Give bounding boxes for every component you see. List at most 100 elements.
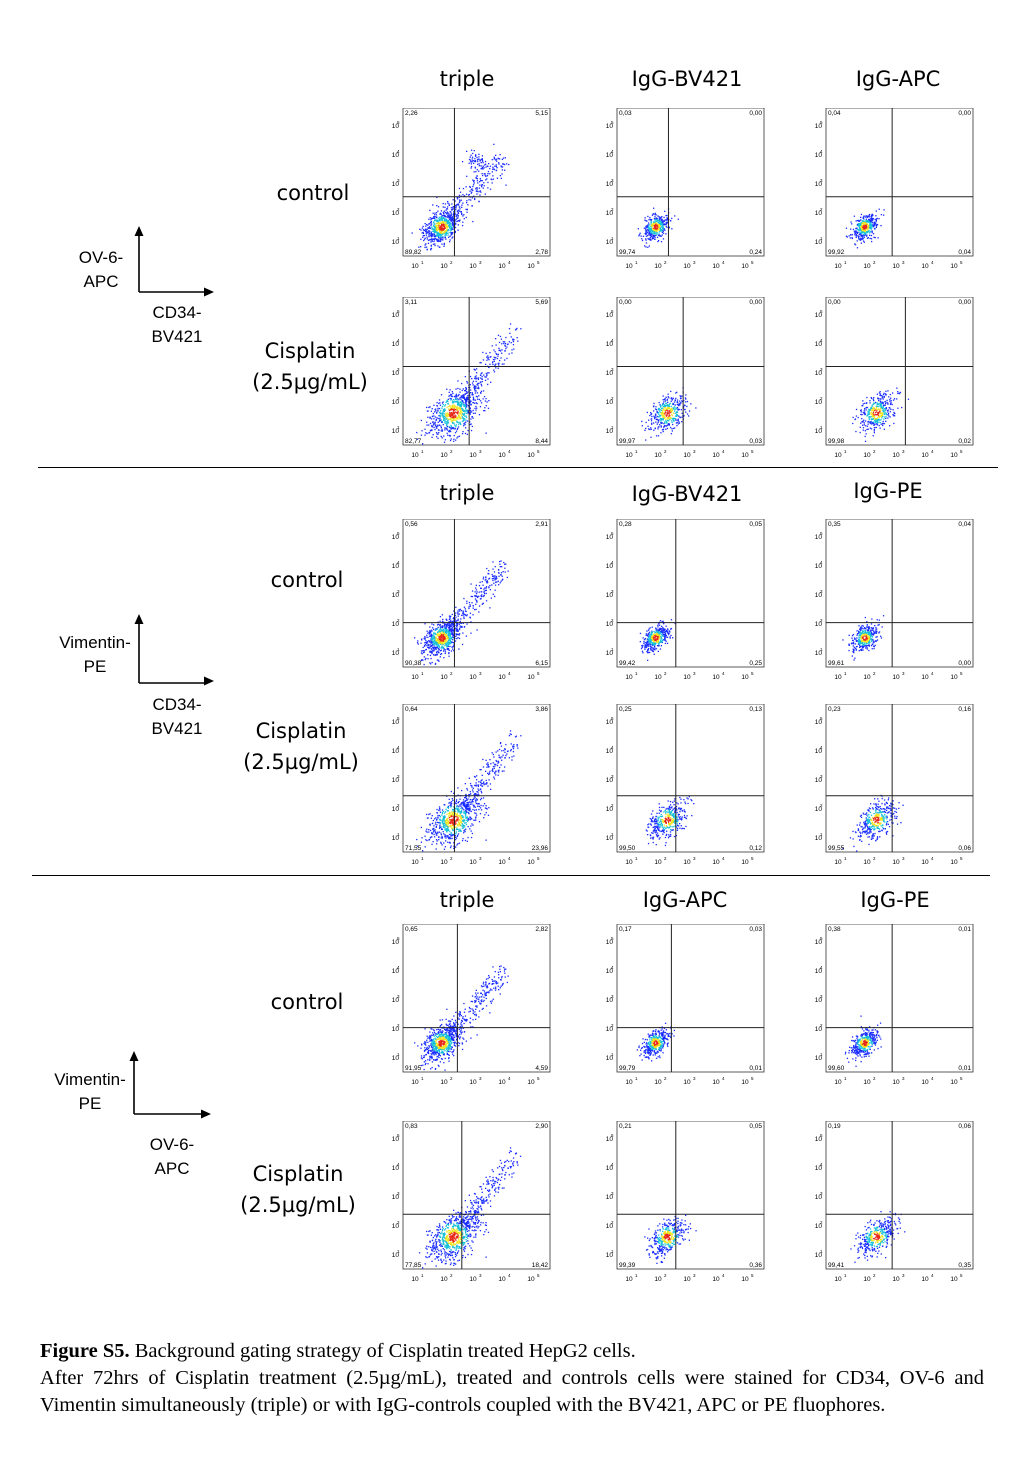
x-tick-exponent: 3 xyxy=(693,671,696,676)
y-tick-exponent: 4 xyxy=(820,338,823,343)
y-tick-exponent: 2 xyxy=(820,803,823,808)
y-tick-label: 10 xyxy=(606,1252,614,1259)
x-axis-label-line1: CD34- xyxy=(152,695,202,714)
y-tick-label: 10 xyxy=(392,1252,400,1259)
y-tick-exponent: 2 xyxy=(397,1023,400,1028)
y-tick-exponent: 1 xyxy=(820,832,823,837)
y-tick-exponent: 4 xyxy=(397,965,400,970)
density-plot: 10 1 10 2 10 3 10 4 10 5 10 5 10 4 10 3 10 2 10 1 0,56 2,91 90… xyxy=(381,519,551,699)
y-tick-label: 10 xyxy=(606,312,614,319)
y-tick-label: 10 xyxy=(392,968,400,975)
y-tick-exponent: 2 xyxy=(397,1220,400,1225)
y-tick-label: 10 xyxy=(392,1055,400,1062)
x-axis-label: CD34- BV421 xyxy=(122,693,232,741)
x-tick-exponent: 2 xyxy=(450,671,453,676)
quadrant-percent-lr: 0,25 xyxy=(749,660,762,667)
x-tick-exponent: 3 xyxy=(479,856,482,861)
x-tick-exponent: 5 xyxy=(960,856,963,861)
scatter-points xyxy=(636,1022,675,1062)
y-tick-label: 10 xyxy=(606,939,614,946)
quadrant-percent-ll: 99,92 xyxy=(828,249,845,256)
x-tick-exponent: 2 xyxy=(664,856,667,861)
row-label-cisplatin: Cisplatin (2.5µg/mL) xyxy=(216,716,386,778)
x-tick-label: 10 xyxy=(527,674,535,681)
y-tick-label: 10 xyxy=(815,239,823,246)
y-tick-exponent: 5 xyxy=(820,309,823,314)
quadrant-percent-ll: 99,50 xyxy=(619,845,636,852)
quadrant-percent-ul: 0,65 xyxy=(405,926,418,933)
quadrant-percent-ur: 2,82 xyxy=(535,926,548,933)
quadrant-percent-lr: 0,12 xyxy=(749,845,762,852)
x-tick-label: 10 xyxy=(440,859,448,866)
y-tick-exponent: 1 xyxy=(611,832,614,837)
quadrant-percent-ll: 99,79 xyxy=(619,1065,636,1072)
y-tick-exponent: 3 xyxy=(397,589,400,594)
x-tick-label: 10 xyxy=(498,859,506,866)
x-tick-exponent: 5 xyxy=(537,856,540,861)
y-tick-label: 10 xyxy=(815,1223,823,1230)
x-tick-exponent: 5 xyxy=(537,260,540,265)
y-axis-label: Vimentin- PE xyxy=(40,631,150,679)
quadrant-percent-ur: 0,01 xyxy=(958,926,971,933)
y-tick-exponent: 5 xyxy=(397,531,400,536)
y-tick-label: 10 xyxy=(815,592,823,599)
y-tick-label: 10 xyxy=(606,748,614,755)
x-tick-label: 10 xyxy=(834,859,842,866)
y-tick-label: 10 xyxy=(815,341,823,348)
x-tick-exponent: 4 xyxy=(931,449,934,454)
x-tick-exponent: 1 xyxy=(844,671,847,676)
x-tick-label: 10 xyxy=(950,1276,958,1283)
y-tick-label: 10 xyxy=(392,1223,400,1230)
x-tick-exponent: 4 xyxy=(722,671,725,676)
x-tick-label: 10 xyxy=(625,452,633,459)
y-tick-exponent: 2 xyxy=(611,1220,614,1225)
x-tick-label: 10 xyxy=(683,674,691,681)
row-label-control: control xyxy=(222,565,392,596)
x-tick-exponent: 4 xyxy=(508,671,511,676)
y-tick-exponent: 1 xyxy=(611,647,614,652)
quadrant-percent-lr: 0,00 xyxy=(958,660,971,667)
x-tick-exponent: 3 xyxy=(693,260,696,265)
x-tick-label: 10 xyxy=(527,452,535,459)
y-tick-exponent: 3 xyxy=(611,1191,614,1196)
quadrant-percent-ur: 0,13 xyxy=(749,706,762,713)
caption-title: Figure S5. Background gating strategy of… xyxy=(40,1338,984,1365)
plot-frame xyxy=(825,297,974,446)
quadrant-percent-ul: 0,17 xyxy=(619,926,632,933)
row-label-line1: control xyxy=(270,568,344,592)
x-tick-exponent: 2 xyxy=(873,671,876,676)
y-tick-exponent: 2 xyxy=(820,618,823,623)
scatter-points xyxy=(414,560,509,666)
quadrant-percent-ll: 99,74 xyxy=(619,249,636,256)
y-tick-label: 10 xyxy=(392,563,400,570)
y-tick-exponent: 1 xyxy=(611,1052,614,1057)
x-tick-exponent: 3 xyxy=(902,1273,905,1278)
x-tick-label: 10 xyxy=(683,1079,691,1086)
quadrant-percent-ur: 5,15 xyxy=(535,110,548,117)
x-tick-exponent: 4 xyxy=(508,260,511,265)
y-tick-exponent: 5 xyxy=(397,1133,400,1138)
quadrant-percent-lr: 0,01 xyxy=(749,1065,762,1072)
density-plot: 10 1 10 2 10 3 10 4 10 5 10 5 10 4 10 3 10 2 10 1 0,35 0,04 99… xyxy=(804,519,974,699)
x-tick-label: 10 xyxy=(712,263,720,270)
y-tick-exponent: 4 xyxy=(397,1162,400,1167)
x-tick-label: 10 xyxy=(921,263,929,270)
y-tick-exponent: 4 xyxy=(611,1162,614,1167)
y-tick-label: 10 xyxy=(606,1026,614,1033)
quadrant-percent-lr: 0,36 xyxy=(749,1262,762,1269)
y-tick-label: 10 xyxy=(815,968,823,975)
figure-caption: Figure S5. Background gating strategy of… xyxy=(40,1338,984,1419)
row-label-line2: (2.5µg/mL) xyxy=(252,370,368,394)
y-tick-label: 10 xyxy=(392,939,400,946)
x-tick-exponent: 3 xyxy=(902,1076,905,1081)
plot-frame xyxy=(616,1121,765,1270)
x-axis-label-line2: BV421 xyxy=(151,327,203,346)
y-tick-exponent: 1 xyxy=(611,425,614,430)
y-tick-label: 10 xyxy=(815,939,823,946)
y-tick-exponent: 4 xyxy=(611,965,614,970)
